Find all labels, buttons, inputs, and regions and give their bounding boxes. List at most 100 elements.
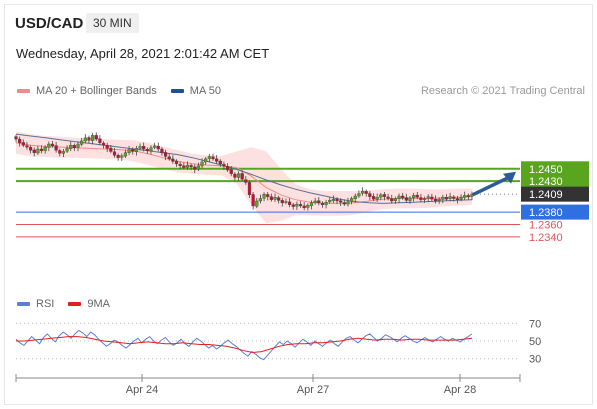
candle-body bbox=[266, 194, 270, 197]
rsi-tick-label: 50 bbox=[529, 336, 541, 348]
candle-body bbox=[350, 198, 354, 202]
candle-body bbox=[255, 200, 259, 207]
candle-body bbox=[32, 149, 36, 153]
candle-body bbox=[277, 197, 281, 201]
candle-body bbox=[353, 195, 357, 200]
legend-rsi-label: RSI bbox=[36, 298, 55, 310]
candle-body bbox=[134, 148, 138, 152]
candle-body bbox=[91, 135, 95, 141]
candle-body bbox=[229, 169, 233, 174]
candle-body bbox=[69, 145, 73, 149]
candle-body bbox=[138, 146, 142, 149]
candle-body bbox=[459, 197, 463, 200]
candle-body bbox=[415, 194, 419, 198]
candle-body bbox=[142, 146, 146, 150]
candle-body bbox=[368, 193, 372, 197]
level-label: 1.2409 bbox=[529, 189, 563, 201]
candle-body bbox=[448, 196, 452, 200]
candle-body bbox=[116, 154, 120, 158]
legend-ma9-label: 9MA bbox=[87, 298, 110, 310]
chart-frame bbox=[4, 4, 593, 405]
candle-body bbox=[328, 200, 332, 203]
x-tick-label: Apr 24 bbox=[126, 384, 158, 396]
candle-body bbox=[25, 145, 29, 148]
candle-body bbox=[120, 155, 124, 158]
candle-body bbox=[258, 198, 263, 202]
candle-body bbox=[83, 137, 87, 142]
candle-body bbox=[236, 173, 241, 178]
ma20-swatch bbox=[17, 89, 30, 93]
candle-body bbox=[182, 165, 186, 168]
candle-body bbox=[441, 197, 445, 200]
timestamp: Wednesday, April 28, 2021 2:01:42 AM CET bbox=[16, 46, 270, 61]
candle-body bbox=[295, 203, 299, 207]
currency-pair-title: USD/CAD bbox=[15, 15, 84, 32]
candle-body bbox=[335, 198, 339, 202]
candle-body bbox=[401, 195, 405, 199]
candle-body bbox=[430, 196, 434, 200]
level-label-box bbox=[521, 204, 589, 220]
forecast-arrow-head bbox=[503, 171, 516, 184]
candle-body bbox=[43, 146, 47, 151]
candle-body bbox=[54, 145, 58, 151]
candle-body bbox=[196, 165, 200, 170]
candle-body bbox=[109, 147, 113, 152]
candle-body bbox=[317, 200, 321, 204]
candle-body bbox=[47, 143, 51, 148]
candle-body bbox=[153, 145, 157, 148]
rsi-legend: RSI 9MA bbox=[17, 298, 110, 310]
candle-body bbox=[225, 166, 230, 171]
candle-body bbox=[408, 197, 412, 201]
candle-body bbox=[163, 152, 168, 157]
candle-body bbox=[94, 135, 98, 140]
ma50-swatch bbox=[170, 89, 184, 93]
candle-body bbox=[404, 197, 408, 201]
candle-body bbox=[466, 195, 470, 197]
candle-body bbox=[222, 163, 226, 167]
candle-body bbox=[145, 149, 149, 152]
candle-body bbox=[247, 182, 252, 195]
candle-body bbox=[185, 164, 190, 168]
candle-body bbox=[280, 200, 284, 204]
candle-body bbox=[14, 136, 18, 140]
candle-body bbox=[422, 198, 427, 200]
rsi-tick-label: 70 bbox=[529, 318, 541, 330]
candle-body bbox=[156, 146, 160, 150]
candle-body bbox=[269, 196, 273, 200]
bollinger-band-area bbox=[16, 131, 472, 224]
candle-body bbox=[193, 166, 197, 170]
candle-body bbox=[39, 148, 44, 152]
candle-body bbox=[127, 149, 131, 153]
candle-body bbox=[342, 202, 346, 205]
candle-body bbox=[360, 190, 365, 194]
candle-body bbox=[397, 195, 401, 200]
main-legend: MA 20 + Bollinger Bands MA 50 bbox=[17, 85, 221, 97]
candle-body bbox=[463, 195, 467, 198]
candle-body bbox=[306, 205, 310, 208]
candle-body bbox=[101, 142, 106, 146]
candle-body bbox=[437, 198, 441, 201]
ma50-line bbox=[15, 133, 473, 204]
candle-body bbox=[50, 143, 55, 147]
candle-body bbox=[419, 197, 423, 200]
candle-body bbox=[218, 160, 222, 165]
candle-body bbox=[105, 145, 109, 149]
candle-body bbox=[240, 173, 244, 180]
candle-body bbox=[302, 205, 306, 208]
candle-body bbox=[455, 198, 460, 200]
rsi-line bbox=[15, 329, 473, 361]
candle-body bbox=[382, 194, 387, 197]
candle-body bbox=[61, 151, 66, 154]
candle-body bbox=[189, 165, 193, 168]
level-label-box bbox=[521, 186, 589, 202]
candle-body bbox=[412, 195, 416, 199]
timeframe-badge[interactable]: 30 MIN bbox=[86, 13, 139, 33]
candle-body bbox=[200, 161, 204, 167]
candle-body bbox=[58, 150, 62, 154]
candle-body bbox=[371, 196, 376, 200]
candle-body bbox=[357, 193, 361, 197]
level-label: 1.2430 bbox=[529, 176, 563, 188]
candle-body bbox=[18, 138, 22, 143]
candle-body bbox=[178, 163, 182, 166]
candle-body bbox=[36, 148, 40, 154]
